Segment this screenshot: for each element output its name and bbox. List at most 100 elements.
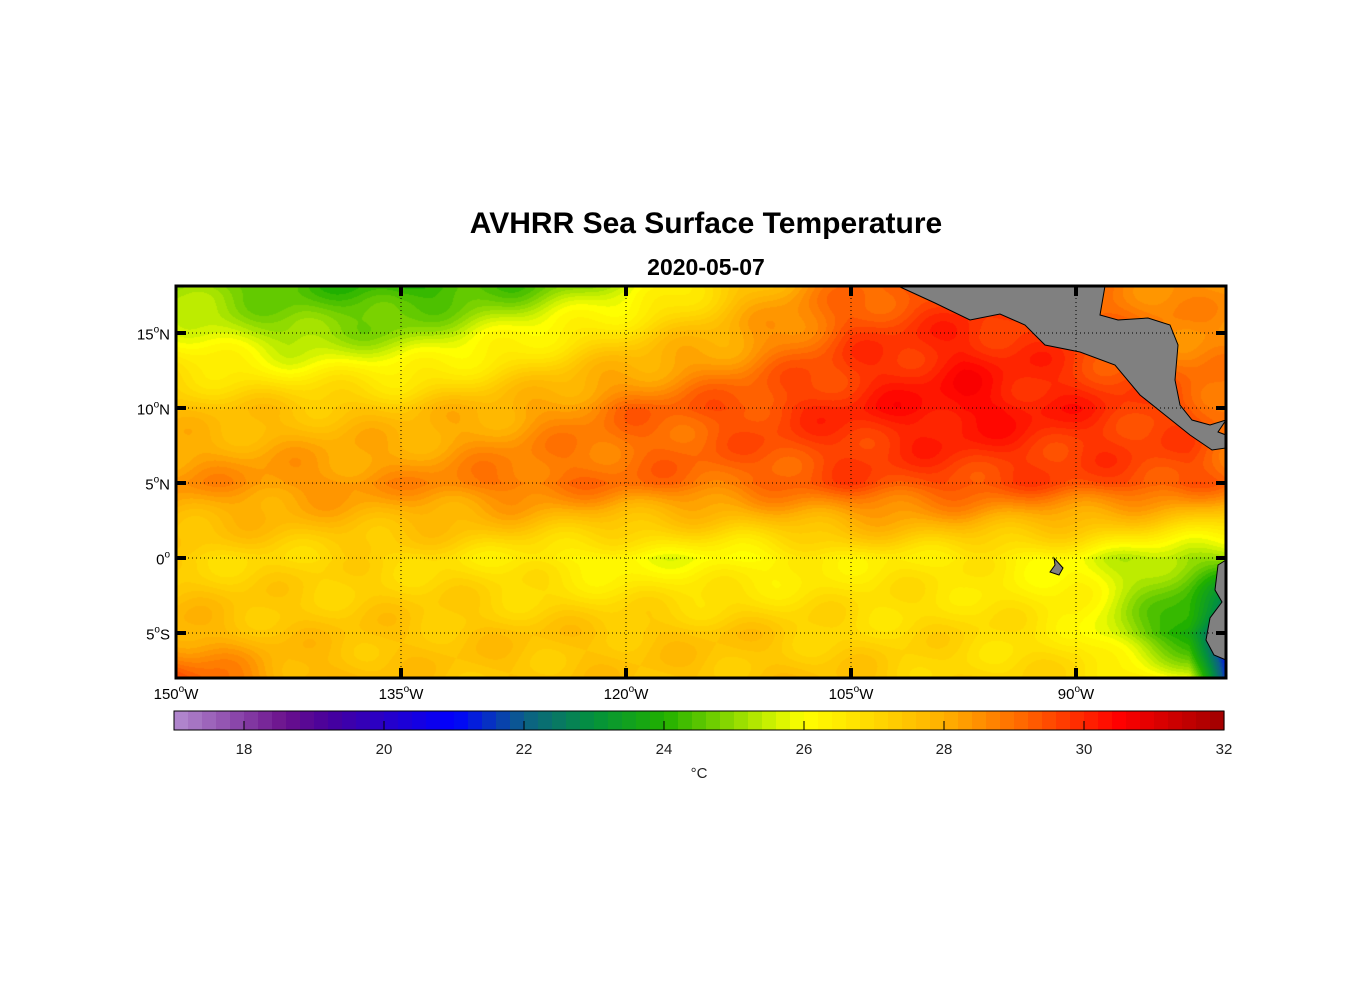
colorbar-swatch [370, 711, 385, 730]
colorbar-swatch [1000, 711, 1015, 730]
chart-title: AVHRR Sea Surface Temperature [469, 207, 943, 240]
tick-degree: 0 [156, 551, 165, 569]
colorbar-swatch [594, 711, 609, 730]
colorbar-swatch [622, 711, 637, 730]
degree-symbol: o [853, 684, 860, 695]
colorbar-swatch [678, 711, 693, 730]
colorbar-swatch [440, 711, 455, 730]
colorbar-swatch [1014, 711, 1029, 730]
colorbar-swatch [174, 711, 189, 730]
colorbar-tick-label: 26 [795, 741, 813, 758]
sst-heatmap [176, 286, 1226, 678]
colorbar-tick-label: 20 [375, 741, 393, 758]
colorbar-swatch [426, 711, 441, 730]
colorbar-swatch [328, 711, 343, 730]
axis-ticks [176, 286, 1226, 678]
colorbar-swatch [272, 711, 287, 730]
degree-symbol: o [628, 684, 635, 695]
y-tick-label: 5oS [146, 625, 170, 644]
x-tick-label: 120oW [603, 684, 649, 704]
colorbar-swatch [1126, 711, 1141, 730]
tick-hemisphere: W [409, 686, 424, 703]
tick-hemisphere: N [159, 476, 170, 494]
colorbar-swatch [552, 711, 567, 730]
galapagos-land [1049, 556, 1064, 576]
map-frame [174, 284, 1228, 680]
colorbar-swatch [986, 711, 1001, 730]
tick-degree: 120 [603, 686, 629, 703]
south-america-land [1205, 559, 1227, 661]
tick-degree: 15 [136, 326, 154, 344]
colorbar-swatch [314, 711, 329, 730]
colorbar-tick-label: 30 [1075, 741, 1093, 758]
colorbar-swatch [664, 711, 679, 730]
colorbar-tick-label: 18 [235, 741, 253, 758]
tick-hemisphere: N [159, 401, 170, 419]
colorbar-swatch [1098, 711, 1113, 730]
colorbar-frame [173, 710, 1225, 731]
colorbar-swatch [846, 711, 861, 730]
tick-degree: 150 [153, 686, 179, 703]
colorbar-swatch [762, 711, 777, 730]
colorbar-swatch [944, 711, 959, 730]
colorbar-tick-label: 22 [515, 741, 533, 758]
colorbar-swatch [342, 711, 357, 730]
colorbar-swatch [258, 711, 273, 730]
colorbar-swatch [650, 711, 665, 730]
colorbar-swatch [1154, 711, 1169, 730]
tick-degree: 105 [828, 686, 854, 703]
degree-symbol: o [403, 684, 410, 695]
y-tick-label: 0o [156, 549, 170, 569]
colorbar-swatch [818, 711, 833, 730]
y-tick-label: 5oN [145, 474, 170, 494]
colorbar-swatch [510, 711, 525, 730]
degree-symbol: o [164, 549, 170, 561]
chart-subtitle: 2020-05-07 [647, 254, 765, 280]
colorbar-swatch [916, 711, 931, 730]
colorbar-swatch [566, 711, 581, 730]
colorbar-swatch [468, 711, 483, 730]
tick-degree: 90 [1057, 686, 1075, 703]
tick-hemisphere: W [1080, 686, 1095, 703]
colorbar-swatch [902, 711, 917, 730]
degree-symbol: o [153, 474, 160, 486]
colorbar-swatch [1196, 711, 1211, 730]
colorbar-swatch [930, 711, 945, 730]
colorbar-swatch [202, 711, 217, 730]
x-tick-label: 150oW [153, 684, 199, 704]
degree-symbol: o [153, 324, 160, 336]
x-tick-label: 135oW [378, 684, 424, 704]
colorbar-swatch [188, 711, 203, 730]
tick-hemisphere: N [159, 326, 170, 344]
colorbar-swatch [482, 711, 497, 730]
colorbar [173, 710, 1225, 731]
land-masses [897, 285, 1228, 661]
tick-hemisphere: W [859, 686, 874, 703]
colorbar-swatch [832, 711, 847, 730]
colorbar-swatch [1140, 711, 1155, 730]
y-tick-label: 15oN [136, 324, 170, 344]
colorbar-tick-label: 32 [1215, 741, 1233, 758]
colorbar-swatch [1210, 711, 1225, 730]
colorbar-swatch [384, 711, 399, 730]
colorbar-swatch [1112, 711, 1127, 730]
colorbar-swatch [230, 711, 245, 730]
colorbar-swatch [1070, 711, 1085, 730]
colorbar-swatch [454, 711, 469, 730]
colorbar-swatch [412, 711, 427, 730]
colorbar-swatch [538, 711, 553, 730]
colorbar-swatch [216, 711, 231, 730]
x-tick-label: 90oW [1057, 685, 1095, 704]
colorbar-swatch [636, 711, 651, 730]
tick-degree: 135 [378, 686, 404, 703]
tick-hemisphere: W [184, 686, 199, 703]
x-tick-label: 105oW [828, 684, 874, 704]
colorbar-swatch [888, 711, 903, 730]
colorbar-swatch [734, 711, 749, 730]
colorbar-swatch [286, 711, 301, 730]
tick-degree: 5 [146, 626, 155, 644]
colorbar-swatch [860, 711, 875, 730]
degree-symbol: o [178, 684, 185, 695]
colorbar-swatch [874, 711, 889, 730]
